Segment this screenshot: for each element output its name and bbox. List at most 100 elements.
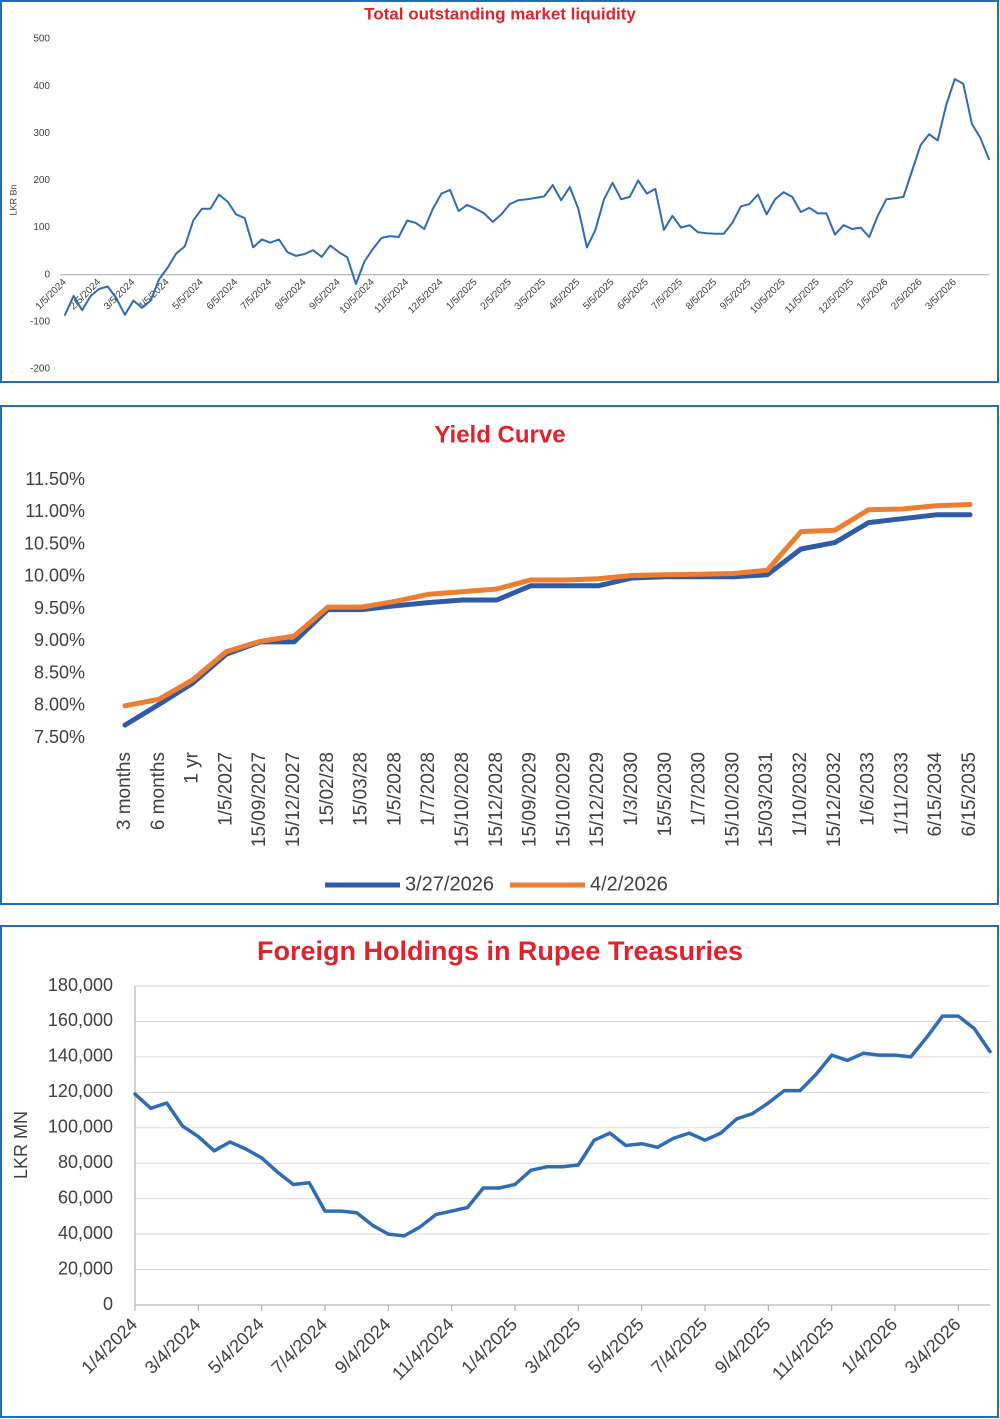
x-tick-label: 15/12/2027 <box>283 752 304 847</box>
x-tick-label: 5/5/2025 <box>581 277 617 313</box>
x-tick-label: 2/5/2024 <box>68 277 104 313</box>
x-tick-label: 1/6/2033 <box>858 752 879 826</box>
data-line <box>64 78 990 316</box>
x-tick-label: 9/5/2025 <box>718 277 754 313</box>
x-tick-label: 15/03/28 <box>351 752 372 826</box>
y-tick-label: 120,000 <box>48 1081 113 1101</box>
x-tick-label: 1/10/2032 <box>790 752 811 837</box>
y-tick-label: 100 <box>33 222 50 233</box>
x-tick-label: 12/5/2025 <box>817 277 857 317</box>
x-tick-label: 4/5/2025 <box>547 277 583 313</box>
x-tick-label: 7/4/2024 <box>267 1314 331 1378</box>
x-tick-label: 6/5/2024 <box>205 277 241 313</box>
chart-title: Yield Curve <box>434 421 565 448</box>
legend-label: 3/27/2026 <box>405 873 494 895</box>
legend-label: 4/2/2026 <box>590 873 668 895</box>
y-tick-label: 10.00% <box>24 566 85 586</box>
x-tick-label: 15/02/28 <box>317 752 338 826</box>
y-tick-label: 9.50% <box>34 598 85 618</box>
x-tick-label: 7/5/2025 <box>650 277 686 313</box>
x-tick-label: 1/7/2028 <box>418 752 439 826</box>
x-tick-label: 1/4/2025 <box>457 1314 521 1378</box>
y-tick-label: 80,000 <box>58 1152 113 1172</box>
x-tick-label: 7/4/2025 <box>647 1314 711 1378</box>
x-tick-label: 1/4/2026 <box>837 1314 901 1378</box>
x-tick-label: 1/7/2030 <box>689 752 710 826</box>
y-tick-label: 140,000 <box>48 1046 113 1066</box>
x-tick-label: 3/5/2026 <box>923 277 959 313</box>
x-tick-label: 1/5/2024 <box>34 277 70 313</box>
x-tick-label: 15/03/2031 <box>756 752 777 847</box>
x-tick-label: 15/10/2028 <box>452 752 473 847</box>
x-tick-label: 9/4/2025 <box>711 1314 775 1378</box>
y-tick-label: 10.50% <box>24 533 85 553</box>
x-tick-label: 11/4/2024 <box>388 1314 458 1384</box>
y-tick-label: -100 <box>30 316 50 327</box>
x-tick-label: 6 months <box>148 752 169 830</box>
x-tick-label: 3/5/2025 <box>513 277 549 313</box>
x-tick-label: 3/4/2024 <box>141 1314 205 1378</box>
x-tick-label: 11/4/2025 <box>768 1314 838 1384</box>
x-tick-label: 15/12/2032 <box>824 752 845 847</box>
x-tick-label: 15/12/2028 <box>486 752 507 847</box>
x-tick-label: 1/5/2028 <box>384 752 405 826</box>
x-tick-label: 10/5/2025 <box>748 277 788 317</box>
y-tick-label: 200 <box>33 175 50 186</box>
x-tick-label: 6/5/2025 <box>615 277 651 313</box>
x-tick-label: 12/5/2024 <box>406 277 446 317</box>
x-tick-label: 2/5/2026 <box>889 277 925 313</box>
chart-title: Total outstanding market liquidity <box>364 4 636 23</box>
x-tick-label: 15/09/2027 <box>249 752 270 847</box>
x-tick-label: 8/5/2024 <box>273 277 309 313</box>
y-tick-label: 7.50% <box>34 727 85 747</box>
x-tick-label: 3 months <box>114 752 135 830</box>
panel-frame <box>0 405 999 905</box>
y-tick-label: 0 <box>44 269 50 280</box>
y-tick-label: 8.50% <box>34 662 85 682</box>
y-tick-label: 300 <box>33 128 50 139</box>
x-tick-label: 15/10/2030 <box>722 752 743 847</box>
x-tick-label: 1/5/2027 <box>215 752 236 826</box>
panel-frame <box>0 0 999 383</box>
x-tick-label: 15/09/2029 <box>520 752 541 847</box>
y-tick-label: 9.00% <box>34 630 85 650</box>
y-axis-label: LKR MN <box>11 1111 31 1179</box>
x-tick-label: 1/5/2026 <box>855 277 891 313</box>
x-tick-label: 1/11/2033 <box>891 752 912 835</box>
data-line <box>122 502 973 709</box>
x-tick-label: 15/5/2030 <box>655 752 676 837</box>
x-tick-label: 1 yr <box>182 751 203 783</box>
y-tick-label: 60,000 <box>58 1187 113 1207</box>
y-tick-label: 8.00% <box>34 695 85 715</box>
x-tick-label: 6/15/2035 <box>959 752 980 837</box>
y-axis-label: LKR Bn <box>8 184 18 215</box>
y-tick-label: 40,000 <box>58 1223 113 1243</box>
x-tick-label: 8/5/2025 <box>684 277 720 313</box>
x-tick-label: 6/15/2034 <box>925 752 946 837</box>
x-tick-label: 11/5/2025 <box>783 277 822 316</box>
panel-frame <box>0 925 999 1418</box>
x-tick-label: 3/4/2025 <box>521 1314 585 1378</box>
x-tick-label: 15/10/2029 <box>553 752 574 847</box>
data-line <box>122 512 973 728</box>
x-tick-label: 9/4/2024 <box>331 1314 395 1378</box>
y-tick-label: 400 <box>33 81 50 92</box>
x-tick-label: 1/3/2030 <box>621 752 642 826</box>
x-tick-label: 3/4/2026 <box>901 1314 965 1378</box>
y-tick-label: 160,000 <box>48 1010 113 1030</box>
y-tick-label: -200 <box>30 364 50 375</box>
x-tick-label: 7/5/2024 <box>239 277 275 313</box>
x-tick-label: 1/4/2024 <box>77 1314 141 1378</box>
y-tick-label: 180,000 <box>48 975 113 995</box>
x-tick-label: 5/5/2024 <box>171 277 207 313</box>
y-tick-label: 100,000 <box>48 1117 113 1137</box>
x-tick-label: 5/4/2024 <box>204 1314 268 1378</box>
x-tick-label: 1/5/2025 <box>444 277 480 313</box>
x-tick-label: 2/5/2025 <box>479 277 515 313</box>
y-tick-label: 20,000 <box>58 1258 113 1278</box>
x-tick-label: 5/4/2025 <box>584 1314 648 1378</box>
y-tick-label: 0 <box>103 1294 113 1314</box>
x-tick-label: 9/5/2024 <box>307 277 343 313</box>
